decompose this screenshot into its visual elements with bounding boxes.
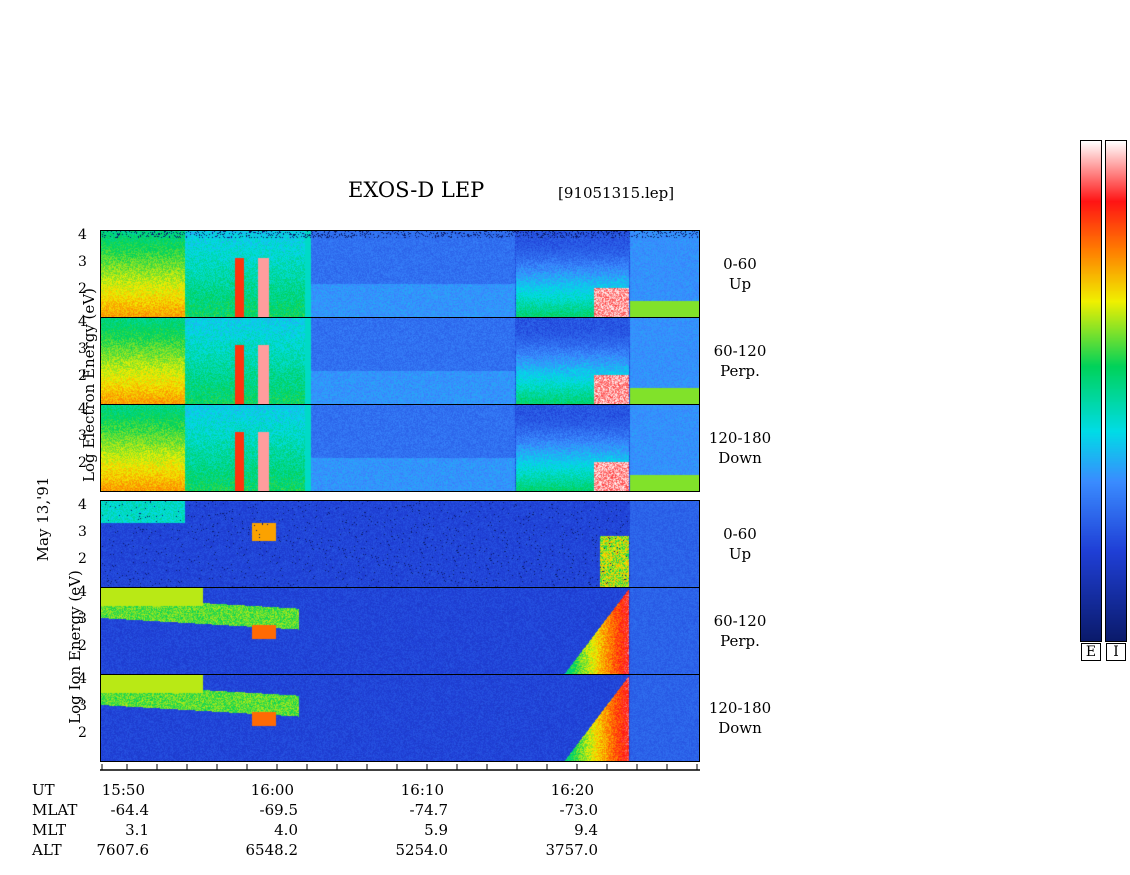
channel-label: 60-120 Perp. [705,611,775,651]
channel-label: 0-60 Up [705,254,775,294]
orbit-row-label: MLT [32,821,67,839]
orbit-value: 3.1 [125,821,149,839]
y-tick-label: 2 [78,725,87,741]
ion-colorbar [1105,140,1127,642]
y-tick-label: 3 [78,524,87,540]
y-tick-label: 4 [78,314,87,330]
y-tick-label: 2 [78,455,87,471]
orbit-value: -73.0 [559,801,598,819]
y-tick-label: 4 [78,227,87,243]
y-tick-label: 2 [78,551,87,567]
orbit-value: 5.9 [424,821,448,839]
channel-angle: 120-180 [708,429,772,447]
colorbar-label-i: I [1106,643,1126,661]
channel-label: 60-120 Perp. [705,341,775,381]
channel-label: 120-180 Down [705,698,775,738]
orbit-row-label: ALT [32,841,62,859]
orbit-value: 9.4 [574,821,598,839]
orbit-value: 6548.2 [245,841,299,859]
orbit-value: 16:20 [550,781,594,799]
channel-label: 120-180 Down [705,428,775,468]
y-tick-label: 4 [78,401,87,417]
spectrogram-electron-2 [100,404,700,492]
y-tick-label: 2 [78,638,87,654]
channel-direction: Down [718,719,762,737]
channel-angle: 120-180 [708,699,772,717]
file-name: [91051315.lep] [558,184,675,202]
orbit-value: 16:00 [250,781,294,799]
channel-direction: Perp. [720,632,760,650]
orbit-value: 16:10 [400,781,444,799]
orbit-value: -74.7 [409,801,448,819]
channel-angle: 0-60 [723,255,757,273]
channel-angle: 60-120 [713,342,767,360]
y-tick-label: 4 [78,671,87,687]
orbit-row-label: MLAT [32,801,78,819]
spectrogram-electron-0 [100,230,700,318]
y-tick-label: 3 [78,341,87,357]
spectrogram-ion-5 [100,674,700,762]
spectrogram-ion-3 [100,500,700,588]
y-tick-label: 3 [78,698,87,714]
orbit-value: -69.5 [259,801,298,819]
channel-angle: 60-120 [713,612,767,630]
y-tick-label: 3 [78,611,87,627]
orbit-value: 15:50 [101,781,145,799]
date-label: May 13,'91 [34,476,52,562]
orbit-value: 5254.0 [395,841,449,859]
channel-angle: 0-60 [723,525,757,543]
electron-colorbar [1080,140,1102,642]
y-tick-label: 2 [78,368,87,384]
orbit-value: 7607.6 [96,841,150,859]
colorbar-label-e: E [1081,643,1101,661]
spectrogram-electron-1 [100,317,700,405]
chart-title: EXOS-D LEP [348,178,485,202]
y-tick-label: 3 [78,254,87,270]
orbit-row-label: UT [32,781,55,799]
y-tick-label: 3 [78,428,87,444]
channel-direction: Down [718,449,762,467]
channel-direction: Up [728,275,752,293]
channel-label: 0-60 Up [705,524,775,564]
y-tick-label: 2 [78,281,87,297]
y-tick-label: 4 [78,584,87,600]
spectrogram-ion-4 [100,587,700,675]
channel-direction: Perp. [720,362,760,380]
orbit-value: 4.0 [274,821,298,839]
orbit-value: 3757.0 [545,841,599,859]
channel-direction: Up [728,545,752,563]
orbit-value: -64.4 [110,801,149,819]
y-tick-label: 4 [78,497,87,513]
